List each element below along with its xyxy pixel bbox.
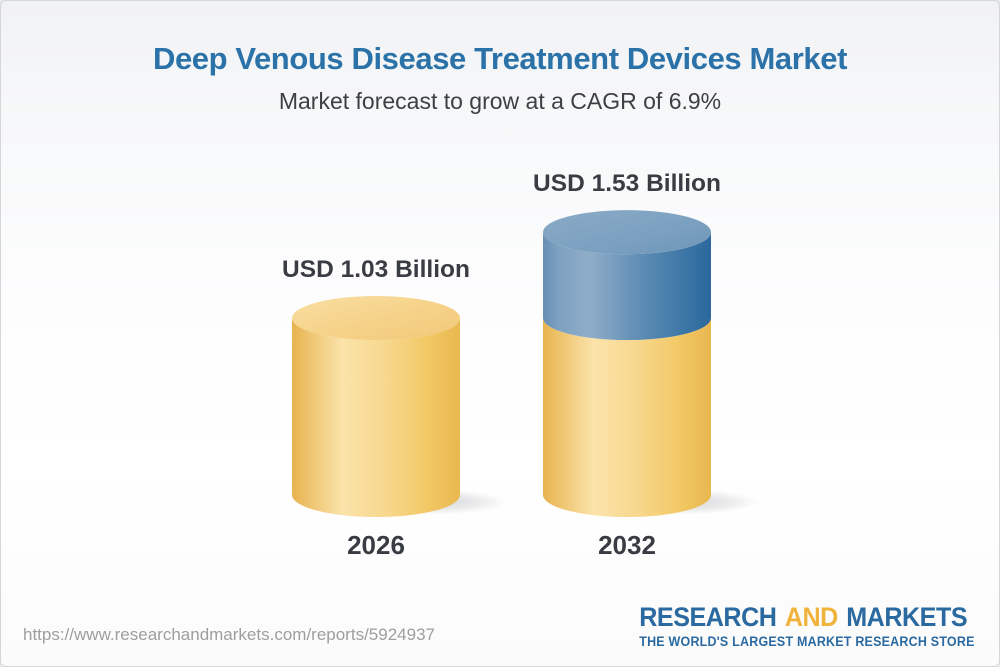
logo-tagline: THE WORLD'S LARGEST MARKET RESEARCH STOR… <box>639 634 975 650</box>
cylinder-segment-gold <box>292 318 460 517</box>
report-url-text: https://www.researchandmarkets.com/repor… <box>23 625 435 644</box>
page-subtitle: Market forecast to grow at a CAGR of 6.9… <box>278 88 722 114</box>
research-and-markets-logo: RESEARCH AND MARKETS THE WORLD'S LARGEST… <box>639 603 975 650</box>
logo-word-markets: MARKETS <box>846 602 968 632</box>
value-label-2032: USD 1.53 Billion <box>533 170 721 198</box>
cylinder-segment-gold <box>543 318 711 517</box>
cylinder-top-gold <box>292 296 460 341</box>
logo-word-research: RESEARCH <box>639 602 778 632</box>
page-title: Deep Venous Disease Treatment Devices Ma… <box>152 41 848 76</box>
category-label-2026: 2026 <box>347 530 405 560</box>
category-label-2032: 2032 <box>598 530 656 560</box>
cylinder-segment-blue <box>543 232 711 341</box>
cylinder-top-blue <box>543 210 711 255</box>
logo-word-and: AND <box>785 602 839 632</box>
logo-wordmark: RESEARCH AND MARKETS <box>640 603 975 631</box>
value-label-2026: USD 1.03 Billion <box>282 256 470 284</box>
